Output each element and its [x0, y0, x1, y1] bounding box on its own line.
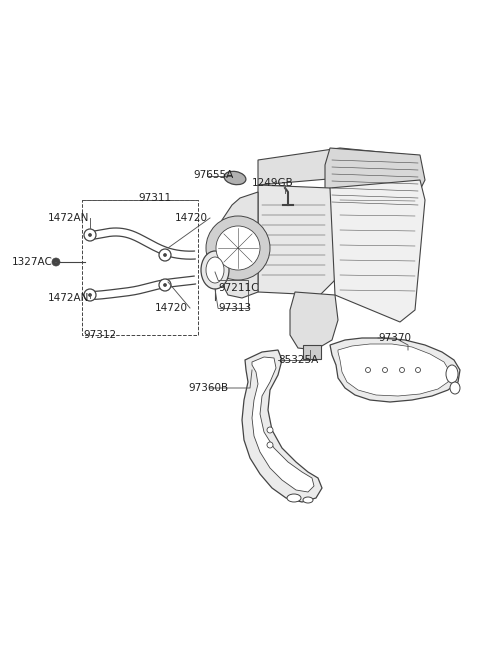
Text: 97211C: 97211C [218, 283, 259, 293]
Text: 1327AC: 1327AC [12, 257, 53, 267]
Polygon shape [252, 357, 314, 492]
Circle shape [88, 233, 92, 237]
Circle shape [52, 258, 60, 266]
Polygon shape [338, 344, 450, 396]
Circle shape [399, 367, 405, 373]
Circle shape [365, 367, 371, 373]
Circle shape [216, 226, 260, 270]
Text: 97655A: 97655A [193, 170, 233, 180]
Text: 97360B: 97360B [188, 383, 228, 393]
Circle shape [159, 279, 171, 291]
Circle shape [267, 442, 273, 448]
Text: 1472AN: 1472AN [48, 293, 89, 303]
Polygon shape [218, 192, 258, 298]
Text: 1249GB: 1249GB [252, 178, 294, 188]
Text: 1472AN: 1472AN [48, 213, 89, 223]
Text: 14720: 14720 [175, 213, 208, 223]
Circle shape [88, 294, 92, 296]
Circle shape [84, 229, 96, 241]
Circle shape [164, 254, 167, 256]
Ellipse shape [201, 251, 229, 289]
Polygon shape [330, 180, 425, 322]
Ellipse shape [206, 257, 224, 283]
Polygon shape [258, 185, 340, 295]
Ellipse shape [450, 382, 460, 394]
Polygon shape [330, 338, 460, 402]
Text: 14720: 14720 [155, 303, 188, 313]
Circle shape [164, 284, 167, 286]
Text: 85325A: 85325A [278, 355, 318, 365]
Polygon shape [325, 148, 425, 210]
Circle shape [84, 289, 96, 301]
Polygon shape [290, 292, 338, 350]
Ellipse shape [224, 171, 246, 185]
FancyBboxPatch shape [303, 345, 321, 359]
Ellipse shape [287, 494, 301, 502]
Text: 97313: 97313 [218, 303, 251, 313]
Ellipse shape [303, 497, 313, 503]
Ellipse shape [446, 365, 458, 383]
Text: 97370: 97370 [378, 333, 411, 343]
Circle shape [383, 367, 387, 373]
Circle shape [267, 427, 273, 433]
Text: 97312: 97312 [84, 330, 117, 340]
Polygon shape [258, 148, 420, 185]
Circle shape [206, 216, 270, 280]
Polygon shape [242, 350, 322, 502]
Text: 97311: 97311 [138, 193, 171, 203]
Circle shape [416, 367, 420, 373]
Circle shape [159, 249, 171, 261]
